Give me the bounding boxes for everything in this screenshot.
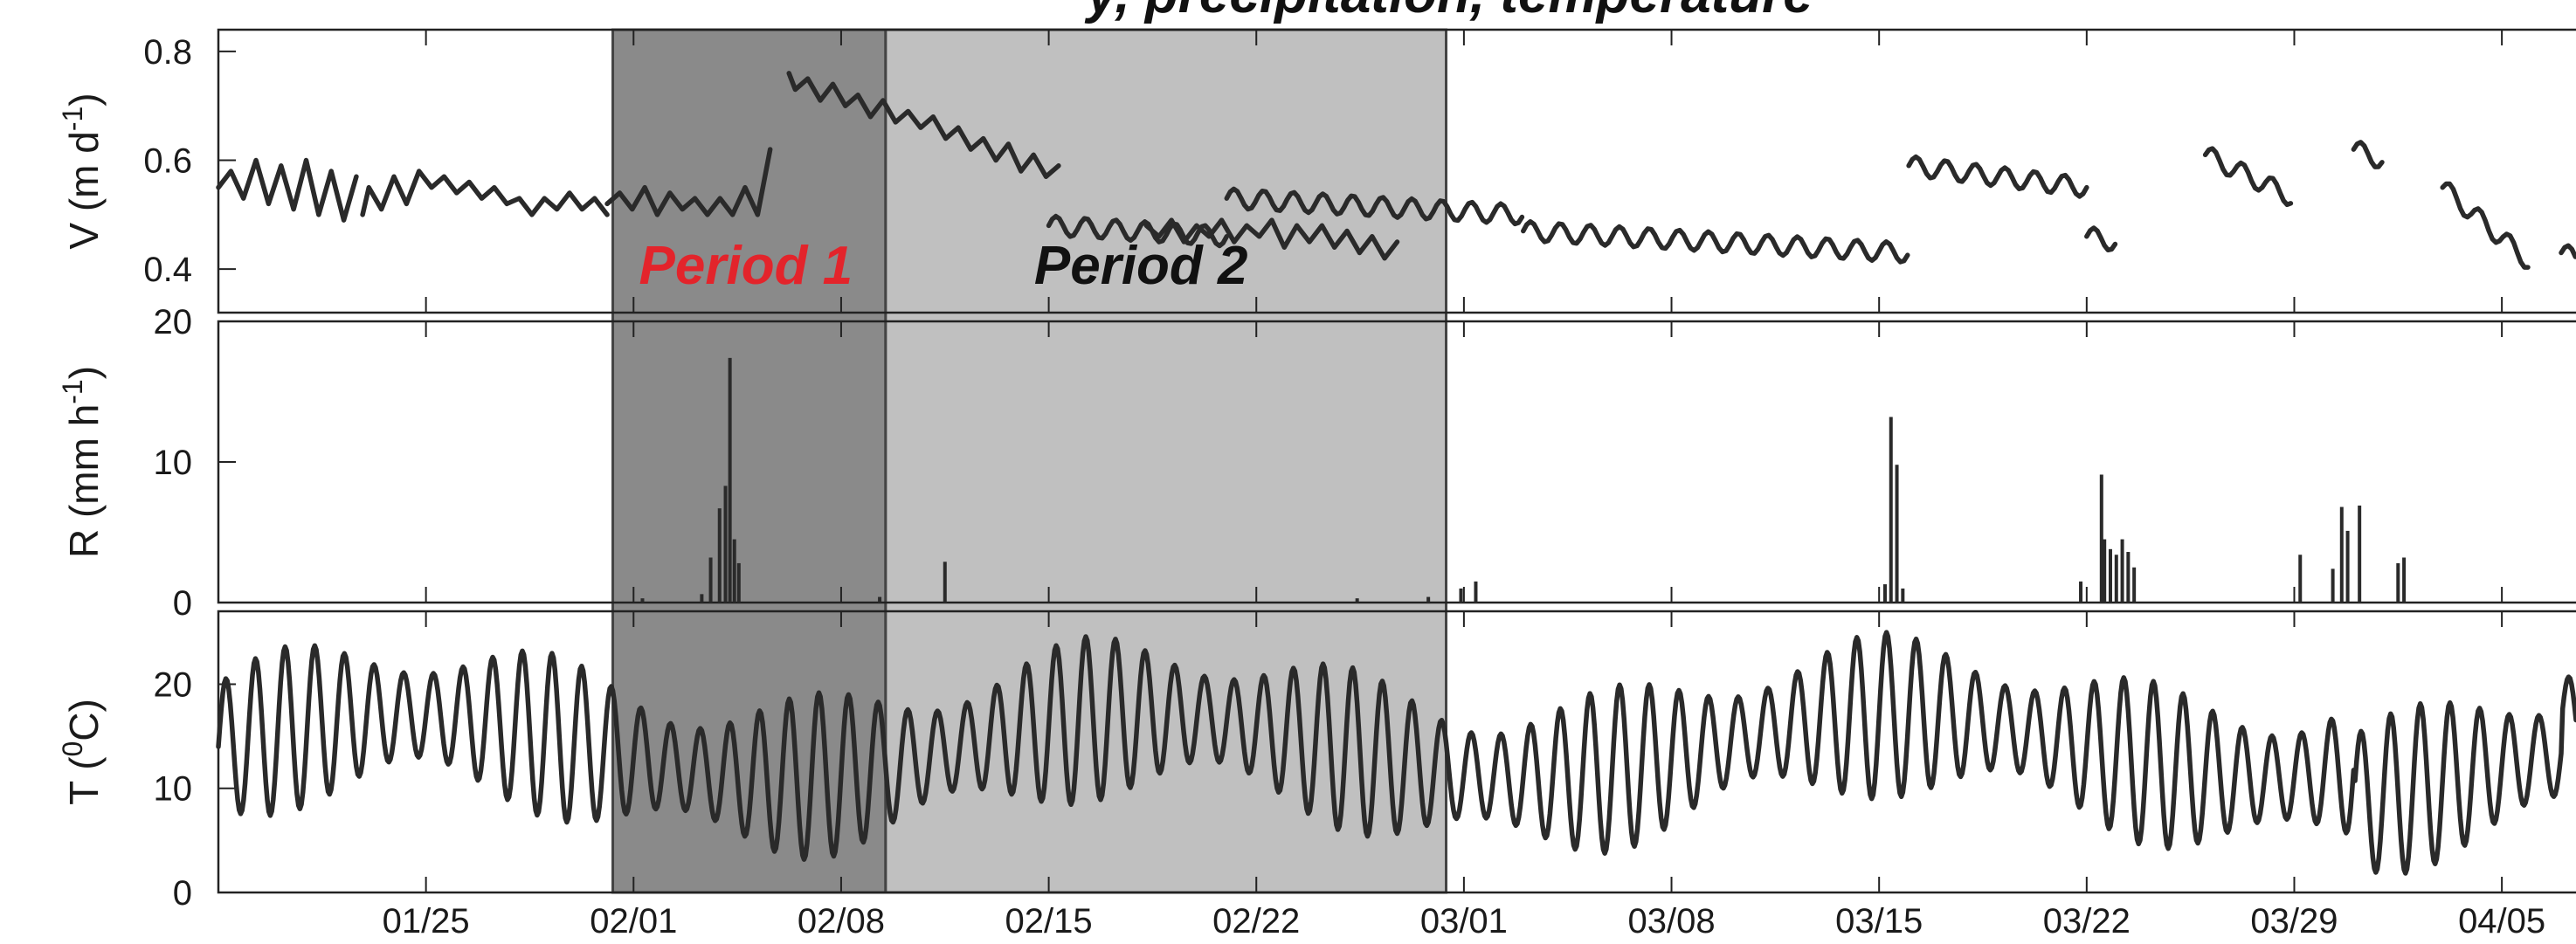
y-axis-title-sup: 0 — [57, 741, 88, 757]
precipitation-bar — [2402, 557, 2407, 603]
y-axis-title: V (m d-1) — [57, 93, 107, 249]
y-tick-label: 20 — [154, 303, 193, 341]
precipitation-bar — [1882, 584, 1887, 603]
period-1-shade — [611, 28, 887, 894]
precipitation-bar — [943, 562, 947, 603]
precipitation-bar — [732, 539, 736, 603]
y-axis-title: T (0C) — [57, 699, 107, 805]
velocity-series-line — [1521, 219, 1910, 265]
period-1-label: Period 1 — [639, 236, 853, 296]
precipitation-bar — [1895, 465, 1899, 603]
velocity-series-line — [1224, 186, 1525, 227]
precipitation-bar — [708, 557, 713, 603]
precipitation-bar — [2079, 581, 2083, 603]
velocity-series-line — [2084, 225, 2118, 253]
velocity-series-line — [216, 157, 359, 223]
precipitation-bar — [2120, 539, 2124, 603]
precipitation-bar — [1426, 596, 1431, 603]
velocity-panel: 0.8 0.6 0.4 V (m d-1) — [57, 28, 2576, 314]
precipitation-panel: 20 10 0 R (mm h-1) — [57, 303, 2576, 623]
x-tick-label: 03/01 — [1420, 902, 1508, 941]
velocity-series-line — [2440, 181, 2531, 270]
y-tick-label: 0.6 — [143, 142, 192, 181]
y-tick-label: 0 — [173, 584, 192, 623]
precipitation-bar — [1474, 581, 1478, 603]
chart-title-fragment: y, precipitation, temperature — [1084, 0, 1813, 24]
y-tick-label: 0.8 — [143, 33, 192, 72]
velocity-series-line — [360, 169, 610, 217]
y-tick-label: 0 — [173, 874, 192, 913]
velocity-series-line — [1143, 217, 1400, 261]
precipitation-bar — [878, 596, 882, 603]
y-axis-title: R (mm h-1) — [57, 366, 107, 558]
y-axis-title-end: ) — [61, 366, 107, 379]
y-axis-title-end: C) — [61, 699, 107, 741]
x-tick-label: 03/29 — [2250, 902, 2338, 941]
precipitation-bar — [2114, 555, 2118, 603]
precipitation-bar — [2103, 539, 2107, 603]
y-axis-title-end: ) — [61, 93, 107, 106]
panel-frame — [217, 28, 2576, 314]
precipitation-bar — [2099, 474, 2103, 603]
velocity-series-line — [2559, 243, 2576, 259]
x-tick-label: 03/22 — [2043, 902, 2131, 941]
y-tick-label: 0.4 — [143, 251, 192, 289]
y-axis-title-sup: -1 — [57, 379, 88, 403]
precipitation-bar — [2108, 548, 2112, 603]
precipitation-bar — [640, 598, 645, 603]
precipitation-bar — [2331, 568, 2335, 603]
x-tick-label: 02/22 — [1212, 902, 1300, 941]
x-axis: 01/25 02/01 02/08 02/15 02/22 03/01 03/08 03/15… — [383, 902, 2546, 941]
panel-frame — [217, 610, 2576, 894]
velocity-series-line — [1906, 154, 2089, 199]
period-2-label: Period 2 — [1034, 236, 1248, 296]
precipitation-bar — [1459, 588, 1463, 603]
y-axis-title-main: R (mm h — [61, 404, 107, 558]
velocity-series-line — [786, 71, 1061, 179]
x-tick-label: 02/08 — [798, 902, 885, 941]
y-tick-label: 20 — [154, 665, 193, 704]
y-axis-title-main: V (m d — [61, 131, 107, 249]
y-axis-title-sup: -1 — [57, 107, 88, 131]
precipitation-bar — [700, 594, 704, 603]
precipitation-bar — [2126, 552, 2131, 603]
y-axis-title-main: T ( — [61, 756, 107, 805]
precipitation-bar — [723, 486, 728, 603]
precipitation-bar — [2298, 555, 2303, 603]
precipitation-bar — [728, 357, 732, 603]
velocity-series-line — [2351, 140, 2385, 169]
x-tick-label: 02/01 — [590, 902, 677, 941]
precipitation-bar — [736, 562, 741, 603]
precipitation-bar — [2396, 562, 2400, 603]
temperature-series-line — [216, 630, 2576, 876]
precipitation-bar — [717, 508, 722, 603]
velocity-series-line — [604, 147, 773, 217]
y-tick-label: 10 — [154, 444, 193, 482]
precipitation-bar — [2132, 567, 2137, 603]
precipitation-bar — [1901, 588, 1905, 603]
y-tick-label: 10 — [154, 770, 193, 809]
x-tick-label: 01/25 — [383, 902, 470, 941]
velocity-series-line — [1046, 213, 1230, 249]
precipitation-bar — [2358, 505, 2362, 603]
precipitation-bar — [2345, 530, 2350, 603]
precipitation-bar — [1889, 417, 1893, 603]
x-tick-label: 03/08 — [1627, 902, 1715, 941]
precipitation-bar — [1355, 598, 1359, 603]
x-tick-label: 02/15 — [1005, 902, 1093, 941]
precipitation-bar — [2339, 506, 2344, 603]
x-tick-label: 03/15 — [1835, 902, 1923, 941]
velocity-series-line — [2202, 146, 2294, 208]
x-tick-label: 04/05 — [2458, 902, 2545, 941]
